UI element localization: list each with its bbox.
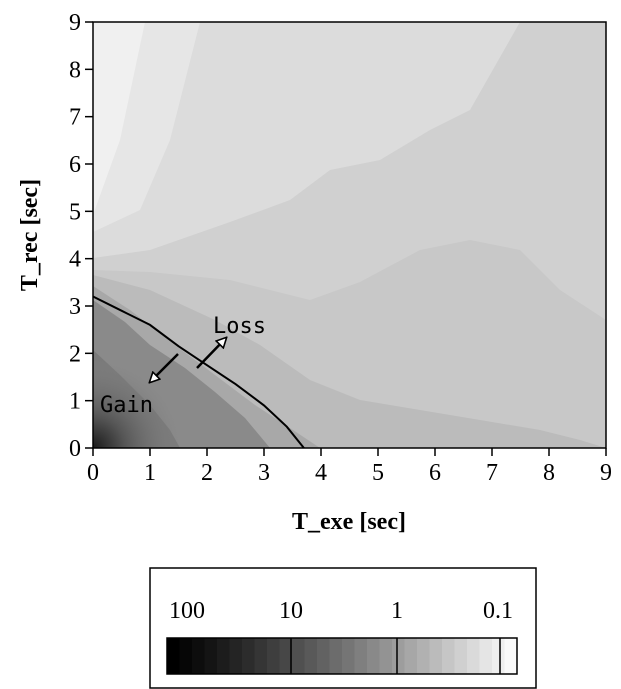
x-axis-ticks: 0 1 2 3 4 5 6 7 8 9	[87, 448, 612, 486]
gain-loss-contour-line	[92, 295, 305, 449]
x-tick-label: 1	[144, 460, 156, 486]
y-tick-label: 0	[69, 436, 81, 462]
colorbar-cell	[417, 638, 431, 674]
colorbar-cell	[392, 638, 406, 674]
colorbar-cell	[317, 638, 331, 674]
gain-arrow	[150, 353, 179, 382]
colorbar-cells	[167, 638, 518, 674]
colorbar-cell	[217, 638, 231, 674]
x-tick-label: 4	[315, 460, 327, 486]
x-tick-label: 8	[543, 460, 555, 486]
colorbar-cell	[204, 638, 218, 674]
colorbar-cell	[479, 638, 493, 674]
colorbar-cell	[454, 638, 468, 674]
colorbar-cell	[367, 638, 381, 674]
colorbar-cell	[292, 638, 306, 674]
colorbar-cell	[429, 638, 443, 674]
heatmap-contours	[93, 22, 606, 448]
colorbar-cell	[267, 638, 281, 674]
gain-label: Gain	[100, 393, 153, 418]
colorbar-cell	[467, 638, 481, 674]
y-axis-title: T_rec [sec]	[17, 179, 43, 291]
colorbar-label-0-1: 0.1	[483, 598, 513, 624]
plot-frame	[92, 21, 607, 449]
colorbar-cell	[442, 638, 456, 674]
colorbar-cell	[329, 638, 343, 674]
y-tick-label: 4	[69, 247, 81, 273]
x-tick-label: 7	[486, 460, 498, 486]
y-tick-label: 7	[69, 105, 81, 131]
x-tick-label: 3	[258, 460, 270, 486]
colorbar-cell	[504, 638, 518, 674]
x-tick-label: 0	[87, 460, 99, 486]
colorbar-cell	[229, 638, 243, 674]
colorbar-label-10: 10	[279, 598, 303, 624]
colorbar-cell	[342, 638, 356, 674]
colorbar-cell	[354, 638, 368, 674]
colorbar-label-1: 1	[391, 598, 403, 624]
colorbar-cell	[192, 638, 206, 674]
colorbar-cell	[179, 638, 193, 674]
colorbar-label-100: 100	[169, 598, 205, 624]
colorbar-cell	[404, 638, 418, 674]
colorbar-cell	[492, 638, 506, 674]
colorbar-cell	[379, 638, 393, 674]
x-tick-label: 9	[600, 460, 612, 486]
y-tick-label: 1	[69, 389, 81, 415]
colorbar-cell	[279, 638, 293, 674]
colorbar-cell	[304, 638, 318, 674]
y-tick-label: 8	[69, 57, 81, 83]
x-tick-label: 6	[429, 460, 441, 486]
y-tick-label: 3	[69, 294, 81, 320]
x-tick-label: 2	[201, 460, 213, 486]
band-gain-gradient	[93, 358, 183, 448]
y-axis-ticks: 0 1 2 3 4 5 6 7 8 9	[69, 10, 93, 462]
y-tick-label: 6	[69, 152, 81, 178]
colorbar-legend: 100 10 1 0.1	[149, 567, 537, 689]
colorbar-outline	[166, 637, 518, 675]
colorbar-cell	[254, 638, 268, 674]
colorbar-cell	[242, 638, 256, 674]
x-tick-label: 5	[372, 460, 384, 486]
y-tick-label: 2	[69, 341, 81, 367]
loss-arrow	[196, 338, 226, 369]
y-tick-label: 9	[69, 10, 81, 36]
y-tick-label: 5	[69, 199, 81, 225]
x-axis-title: T_exe [sec]	[292, 509, 406, 535]
colorbar-cell	[167, 638, 181, 674]
loss-label: Loss	[213, 314, 266, 339]
